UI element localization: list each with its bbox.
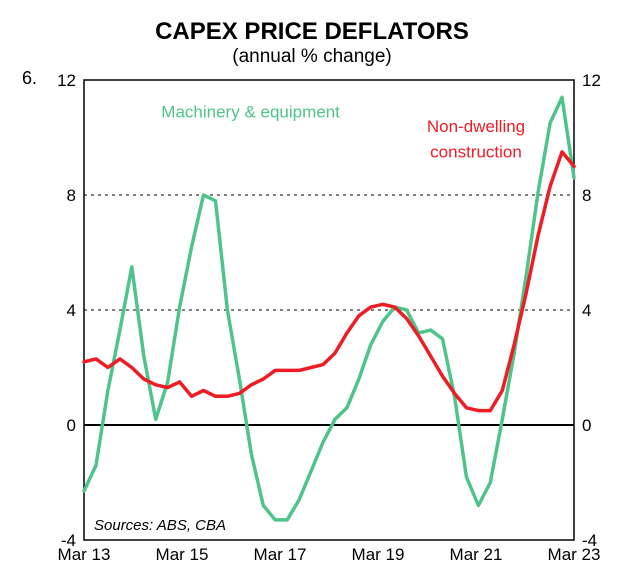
- y-tick-left: 4: [67, 301, 76, 320]
- y-tick-right: 12: [582, 71, 601, 90]
- source-text: Sources: ABS, CBA: [94, 517, 226, 534]
- figure-number: 6.: [22, 68, 37, 89]
- chart-subtitle: (annual % change): [0, 46, 624, 68]
- chart-title: CAPEX PRICE DEFLATORS: [0, 18, 624, 46]
- x-tick: Mar 13: [58, 545, 111, 564]
- x-tick: Mar 19: [352, 545, 405, 564]
- y-tick-right: 4: [582, 301, 591, 320]
- y-tick-right: 0: [582, 416, 591, 435]
- chart-wrapper: 6. CAPEX PRICE DEFLATORS (annual % chang…: [0, 0, 624, 573]
- y-tick-right: 8: [582, 186, 591, 205]
- chart-svg: -4-40044881212Mar 13Mar 15Mar 17Mar 19Ma…: [0, 0, 624, 573]
- x-tick: Mar 23: [548, 545, 601, 564]
- x-tick: Mar 15: [156, 545, 209, 564]
- series-label: Machinery & equipment: [161, 102, 340, 121]
- y-tick-left: 0: [67, 416, 76, 435]
- y-tick-left: 12: [57, 71, 76, 90]
- series-label: Non-dwelling: [427, 117, 525, 136]
- y-tick-left: 8: [67, 186, 76, 205]
- x-tick: Mar 21: [450, 545, 503, 564]
- x-tick: Mar 17: [254, 545, 307, 564]
- series-label: construction: [430, 143, 522, 162]
